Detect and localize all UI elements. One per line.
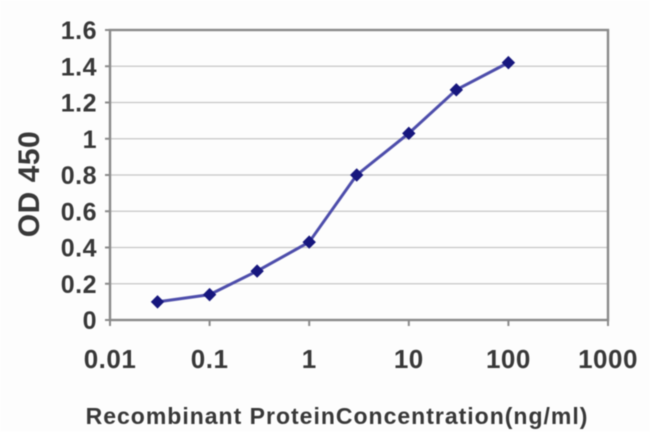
data-point-marker	[501, 55, 516, 70]
y-tick-label: 1	[83, 126, 97, 154]
x-tick-label: 0.01	[84, 344, 137, 374]
data-point-marker	[202, 287, 217, 302]
y-tick-label: 0.2	[61, 271, 97, 299]
y-tick-label: 1.6	[61, 17, 97, 45]
y-tick-label: 0.4	[61, 235, 97, 263]
y-axis-title: OD 450	[13, 130, 46, 238]
y-tick-label: 1.2	[61, 90, 97, 118]
x-tick-label: 0.1	[191, 344, 229, 374]
y-tick-label: 0.8	[61, 162, 97, 190]
x-tick-label: 10	[394, 344, 424, 374]
x-axis-title: Recombinant ProteinConcentration(ng/ml)	[85, 403, 589, 429]
x-tick-label: 100	[486, 344, 531, 374]
curve-line	[156, 61, 510, 304]
y-tick-label: 1.4	[61, 53, 97, 81]
y-tick-label: 0.6	[61, 198, 97, 226]
x-tick-label: 1	[302, 344, 317, 374]
data-point-marker	[150, 295, 165, 309]
y-tick-label: 0	[83, 307, 97, 335]
data-point-marker	[402, 126, 416, 141]
data-point-marker	[250, 264, 264, 278]
data-point-marker	[350, 168, 364, 182]
data-point-marker	[449, 83, 464, 97]
x-tick-label: 1000	[578, 344, 638, 374]
data-point-marker	[302, 235, 316, 249]
